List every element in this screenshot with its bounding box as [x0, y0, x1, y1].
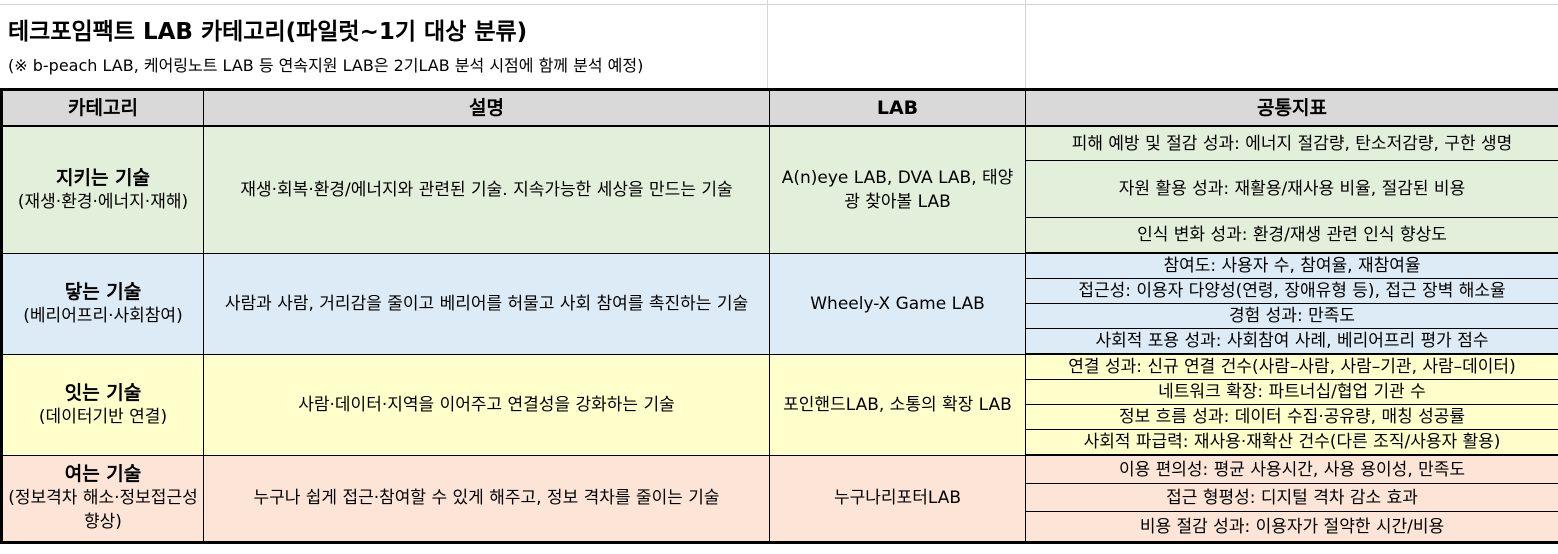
- grid-line: [0, 4, 1558, 5]
- description-cell: 사람·데이터·지역을 이어주고 연결성을 강화하는 기술: [203, 353, 770, 456]
- category-sub: (재생·환경·에너지·재해): [17, 191, 189, 212]
- description-cell: 재생·회복·환경/에너지와 관련된 기술. 지속가능한 세상을 만드는 기술: [203, 125, 770, 254]
- category-sub: (데이터기반 연결): [38, 406, 168, 427]
- header-lab: LAB: [769, 88, 1026, 127]
- metric-cell: 사회적 포용 성과: 사회참여 사례, 베리어프리 평가 점수: [1025, 328, 1558, 355]
- table-row: 잇는 기술 (데이터기반 연결) 사람·데이터·지역을 이어주고 연결성을 강화…: [0, 353, 1558, 456]
- lab-cell: A(n)eye LAB, DVA LAB, 태양광 찾아볼 LAB: [769, 125, 1026, 254]
- category-cell: 잇는 기술 (데이터기반 연결): [0, 353, 204, 456]
- page-title: 테크포임팩트 LAB 카테고리(파일럿~1기 대상 분류): [8, 19, 528, 45]
- metric-cell: 인식 변화 성과: 환경/재생 관련 인식 향상도: [1025, 217, 1558, 254]
- metric-cell: 정보 흐름 성과: 데이터 수집·공유량, 매칭 성공률: [1025, 404, 1558, 430]
- category-table: 카테고리 설명 LAB 공통지표 지키는 기술 (재생·환경·에너지·재해) 재…: [0, 88, 1558, 544]
- table-row: 여는 기술 (정보격차 해소·정보접근성 향상) 누구나 쉽게 접근·참여할 수…: [0, 454, 1558, 544]
- table-row: 닿는 기술 (베리어프리·사회참여) 사람과 사람, 거리감을 줄이고 베리어를…: [0, 252, 1558, 355]
- metric-cell: 접근 형평성: 디지털 격차 감소 효과: [1025, 483, 1558, 512]
- header-category: 카테고리: [0, 88, 204, 127]
- category-name: 닿는 기술: [64, 280, 142, 303]
- metric-cell: 네트워크 확장: 파트너십/협업 기관 수: [1025, 379, 1558, 405]
- header-metrics: 공통지표: [1025, 88, 1558, 127]
- sheet-header-area: 테크포임팩트 LAB 카테고리(파일럿~1기 대상 분류) (※ b-peach…: [0, 0, 1558, 88]
- metric-cell: 참여도: 사용자 수, 참여율, 재참여율: [1025, 252, 1558, 279]
- description-cell: 누구나 쉽게 접근·참여할 수 있게 해주고, 정보 격차를 줄이는 기술: [203, 454, 770, 544]
- category-name: 지키는 기술: [55, 166, 150, 189]
- table-row: 지키는 기술 (재생·환경·에너지·재해) 재생·회복·환경/에너지와 관련된 …: [0, 125, 1558, 254]
- metric-cell: 경험 성과: 만족도: [1025, 303, 1558, 329]
- metric-cell: 피해 예방 및 절감 성과: 에너지 절감량, 탄소저감량, 구한 생명: [1025, 125, 1558, 161]
- category-name: 잇는 기술: [64, 381, 142, 404]
- lab-cell: 포인핸드LAB, 소통의 확장 LAB: [769, 353, 1026, 456]
- category-cell: 닿는 기술 (베리어프리·사회참여): [0, 252, 204, 355]
- category-cell: 여는 기술 (정보격차 해소·정보접근성 향상): [0, 454, 204, 544]
- grid-line: [767, 0, 768, 88]
- table-header-row: 카테고리 설명 LAB 공통지표: [0, 88, 1558, 127]
- category-sub: (정보격차 해소·정보접근성 향상): [8, 488, 198, 533]
- metric-cell: 비용 절감 성과: 이용자가 절약한 시간/비용: [1025, 511, 1558, 544]
- metric-cell: 연결 성과: 신규 연결 건수(사람–사람, 사람–기관, 사람–데이터): [1025, 353, 1558, 380]
- category-sub: (베리어프리·사회참여): [23, 305, 183, 326]
- description-cell: 사람과 사람, 거리감을 줄이고 베리어를 허물고 사회 참여를 촉진하는 기술: [203, 252, 770, 355]
- metric-cell: 접근성: 이용자 다양성(연령, 장애유형 등), 접근 장벽 해소율: [1025, 278, 1558, 304]
- grid-line: [1025, 0, 1026, 88]
- lab-cell: 누구나리포터LAB: [769, 454, 1026, 544]
- lab-cell: Wheely-X Game LAB: [769, 252, 1026, 355]
- page-note: (※ b-peach LAB, 케어링노트 LAB 등 연속지원 LAB은 2기…: [8, 56, 644, 75]
- category-name: 여는 기술: [64, 463, 142, 486]
- category-cell: 지키는 기술 (재생·환경·에너지·재해): [0, 125, 204, 254]
- metric-cell: 사회적 파급력: 재사용·재확산 건수(다른 조직/사용자 활용): [1025, 429, 1558, 456]
- metric-cell: 이용 편의성: 평균 사용시간, 사용 용이성, 만족도: [1025, 454, 1558, 484]
- metric-cell: 자원 활용 성과: 재활용/재사용 비율, 절감된 비용: [1025, 160, 1558, 218]
- header-description: 설명: [203, 88, 770, 127]
